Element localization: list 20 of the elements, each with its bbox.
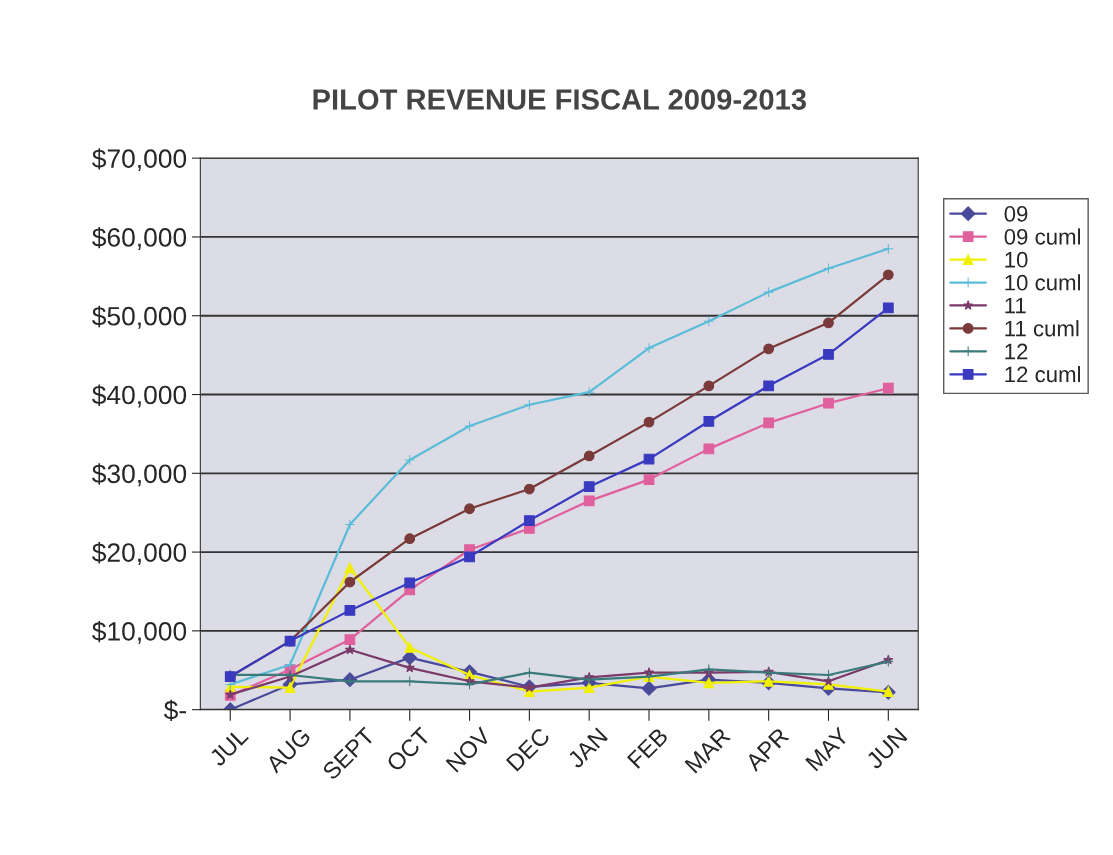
y-tick-label: $-: [163, 699, 186, 722]
x-tick-label: JUL: [208, 726, 250, 768]
legend-label: 11: [1005, 297, 1026, 314]
legend-label: 11 cuml: [1005, 320, 1079, 337]
legend-label: 10: [1005, 251, 1028, 268]
legend-label: 09 cuml: [1004, 228, 1081, 245]
y-tick-label: $40,000: [92, 384, 187, 408]
x-tick-label: JUN: [865, 727, 908, 771]
y-tick-label: $20,000: [92, 542, 187, 566]
x-tick-label: FEB: [626, 727, 669, 769]
y-tick-label: $10,000: [92, 620, 187, 644]
chart-title: PILOT REVENUE FISCAL 2009-2013: [313, 89, 806, 110]
legend-label: 10 cuml: [1005, 274, 1081, 291]
y-tick-label: $30,000: [92, 463, 187, 487]
y-tick-label: $70,000: [92, 148, 187, 172]
legend-label: 09: [1004, 205, 1028, 222]
y-tick-label: $50,000: [92, 305, 187, 329]
legend-label: 12: [1005, 343, 1028, 360]
y-tick-label: $60,000: [92, 226, 187, 250]
legend-label: 12 cuml: [1005, 365, 1081, 383]
